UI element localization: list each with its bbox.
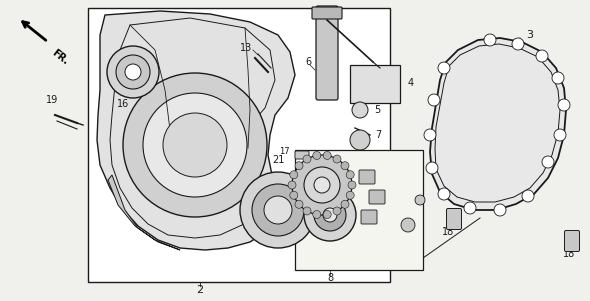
- Circle shape: [424, 129, 436, 141]
- FancyBboxPatch shape: [361, 210, 377, 224]
- Circle shape: [116, 55, 150, 89]
- Circle shape: [295, 200, 303, 208]
- Circle shape: [554, 129, 566, 141]
- Circle shape: [346, 171, 354, 179]
- Circle shape: [304, 189, 356, 241]
- Circle shape: [346, 191, 354, 199]
- Circle shape: [323, 151, 331, 160]
- Text: 8: 8: [327, 273, 333, 283]
- Circle shape: [107, 46, 159, 98]
- Text: 16: 16: [117, 99, 129, 109]
- Polygon shape: [108, 175, 180, 250]
- Circle shape: [542, 156, 554, 168]
- Text: 18: 18: [442, 227, 454, 237]
- Text: 4: 4: [408, 78, 414, 88]
- Text: 18: 18: [563, 249, 575, 259]
- Circle shape: [290, 191, 298, 199]
- Circle shape: [264, 196, 292, 224]
- Circle shape: [292, 155, 352, 215]
- Circle shape: [252, 184, 304, 236]
- Text: 21: 21: [272, 155, 284, 165]
- Text: 15: 15: [410, 210, 421, 219]
- Circle shape: [314, 177, 330, 193]
- Text: 9: 9: [382, 188, 388, 197]
- Text: 11: 11: [302, 253, 314, 262]
- Circle shape: [143, 93, 247, 197]
- Circle shape: [438, 188, 450, 200]
- Circle shape: [438, 62, 450, 74]
- Circle shape: [240, 172, 316, 248]
- Text: 9: 9: [378, 167, 384, 176]
- Circle shape: [428, 94, 440, 106]
- Text: 19: 19: [46, 95, 58, 105]
- Circle shape: [341, 200, 349, 208]
- FancyBboxPatch shape: [369, 190, 385, 204]
- Text: 3: 3: [526, 30, 533, 40]
- Text: FR.: FR.: [50, 48, 70, 67]
- FancyBboxPatch shape: [565, 231, 579, 252]
- Polygon shape: [430, 38, 566, 210]
- FancyBboxPatch shape: [359, 170, 375, 184]
- Text: 10: 10: [304, 216, 316, 225]
- Text: 13: 13: [240, 43, 252, 53]
- Circle shape: [558, 99, 570, 111]
- Circle shape: [295, 162, 303, 170]
- Text: 17: 17: [280, 147, 290, 157]
- FancyBboxPatch shape: [316, 6, 338, 100]
- Circle shape: [123, 73, 267, 217]
- Circle shape: [494, 204, 506, 216]
- Circle shape: [323, 208, 337, 222]
- Polygon shape: [97, 11, 295, 250]
- Circle shape: [352, 102, 368, 118]
- Text: 6: 6: [305, 57, 311, 67]
- FancyBboxPatch shape: [447, 209, 461, 229]
- Text: 11: 11: [312, 154, 323, 163]
- Circle shape: [313, 210, 321, 219]
- Circle shape: [350, 130, 370, 150]
- Text: 12: 12: [394, 175, 406, 185]
- Circle shape: [426, 162, 438, 174]
- Text: 11: 11: [348, 154, 359, 163]
- Bar: [295, 150, 423, 270]
- Circle shape: [333, 155, 341, 163]
- Text: 9: 9: [376, 213, 382, 222]
- FancyBboxPatch shape: [350, 65, 400, 103]
- Text: 20: 20: [362, 194, 375, 204]
- Circle shape: [512, 38, 524, 50]
- FancyBboxPatch shape: [295, 151, 309, 159]
- Text: 7: 7: [375, 130, 381, 140]
- Text: 14: 14: [410, 231, 421, 240]
- Circle shape: [303, 155, 311, 163]
- Circle shape: [333, 207, 341, 215]
- Circle shape: [401, 218, 415, 232]
- Text: 5: 5: [374, 105, 380, 115]
- Circle shape: [163, 113, 227, 177]
- Circle shape: [415, 195, 425, 205]
- Circle shape: [314, 199, 346, 231]
- FancyBboxPatch shape: [312, 7, 342, 19]
- Circle shape: [484, 34, 496, 46]
- Circle shape: [552, 72, 564, 84]
- Circle shape: [303, 207, 311, 215]
- Circle shape: [323, 210, 331, 219]
- Bar: [88, 8, 390, 282]
- Circle shape: [288, 181, 296, 189]
- Circle shape: [464, 202, 476, 214]
- Circle shape: [304, 167, 340, 203]
- Circle shape: [348, 181, 356, 189]
- Circle shape: [125, 64, 141, 80]
- Text: 2: 2: [196, 285, 204, 295]
- Circle shape: [522, 190, 534, 202]
- Circle shape: [536, 50, 548, 62]
- Circle shape: [290, 171, 298, 179]
- Circle shape: [341, 162, 349, 170]
- Circle shape: [313, 151, 321, 160]
